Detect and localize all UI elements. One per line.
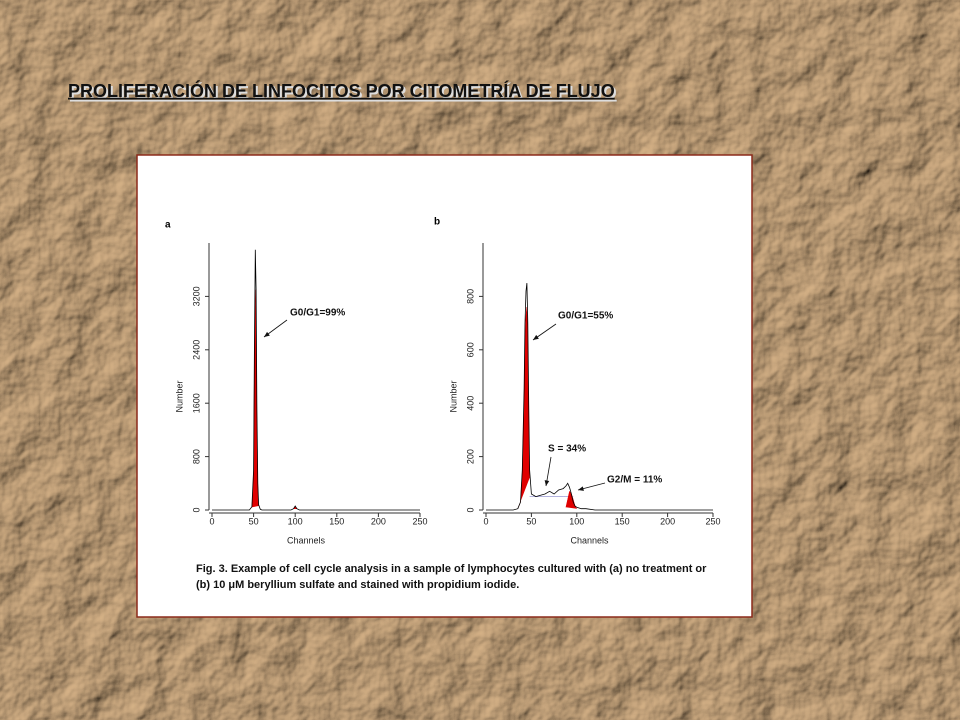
x-tick-label: 250 [705,516,720,526]
arrow-head [264,331,270,337]
y-tick-label: 3200 [191,286,201,306]
panel-label: b [434,217,440,228]
arrow-head [533,334,539,340]
x-tick-label: 250 [412,516,427,526]
x-tick-label: 50 [526,516,536,526]
arrow-head [578,486,584,491]
x-tick-label: 50 [249,516,259,526]
annotation: G0/G1=55% [558,311,613,322]
x-tick-label: 100 [569,516,584,526]
figure: a 0 800 1600 2400 3200 0 50 100 150 200 250 Number Ch… [165,217,721,546]
y-tick-label: 2400 [191,340,201,360]
x-tick-label: 0 [209,516,214,526]
y-tick-label: 0 [191,507,201,512]
arrow-head [544,480,550,486]
x-tick-label: 150 [615,516,630,526]
annotation: G2/M = 11% [607,475,662,486]
y-axis-label: Number [174,380,184,412]
figure-panel [136,154,753,618]
y-tick-label: 800 [465,289,475,304]
x-tick-label: 200 [660,516,675,526]
y-tick-label: 1600 [191,393,201,413]
x-tick-label: 100 [288,516,303,526]
x-tick-label: 0 [483,516,488,526]
y-tick-label: 600 [465,342,475,357]
title-shadow: PROLIFERACIÓN DE LINFOCITOS POR CITOMETR… [70,82,617,103]
x-tick-label: 200 [371,516,386,526]
y-tick-label: 200 [465,449,475,464]
caption-line: Fig. 3. Example of cell cycle analysis i… [196,563,707,575]
slide-title: PROLIFERACIÓN DE LINFOCITOS POR CITOMETR… [68,80,615,101]
caption-line: (b) 10 μM beryllium sulfate and stained … [196,579,519,591]
y-axis-label: Number [448,380,458,412]
x-axis-label: Channels [287,535,326,545]
y-tick-label: 0 [465,507,475,512]
annotation: G0/G1=99% [290,308,345,319]
panel-label: a [165,220,171,231]
annotation: S = 34% [548,444,586,455]
x-tick-label: 150 [329,516,344,526]
histogram-line [212,249,420,511]
y-tick-label: 800 [191,449,201,464]
histogram-line [486,283,713,511]
y-tick-label: 400 [465,396,475,411]
x-axis-label: Channels [570,535,609,545]
